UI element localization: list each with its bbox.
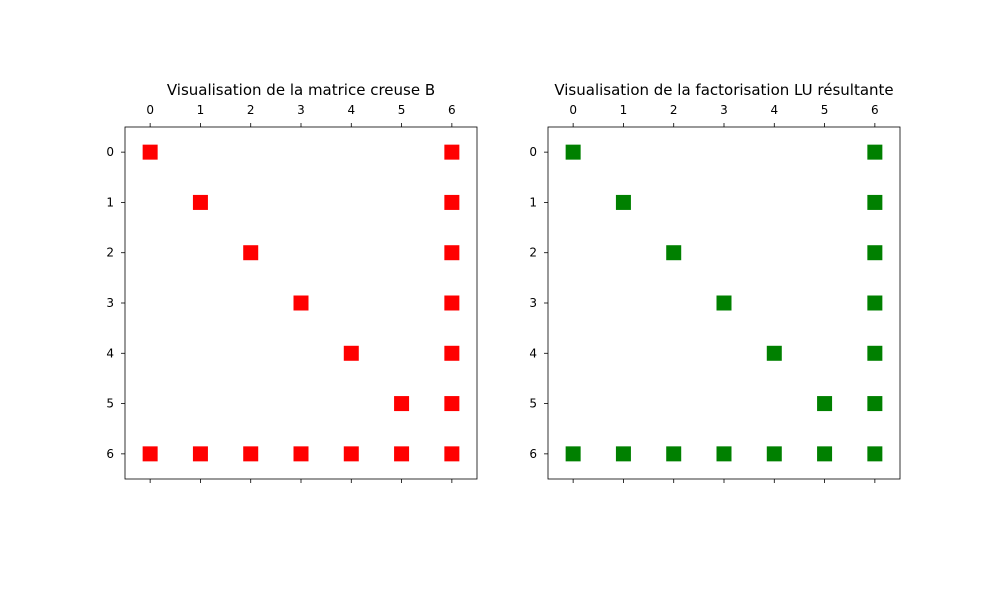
y-tick-label: 5 [529,397,537,411]
x-tick-label: 1 [197,103,205,117]
data-point [444,194,460,210]
data-point [716,446,732,462]
y-tick-label: 0 [106,145,114,159]
y-tick-label: 5 [106,397,114,411]
data-point [343,446,359,462]
data-point [192,446,208,462]
x-tick-label: 4 [347,103,355,117]
axes-frame [124,126,478,480]
data-point [666,245,682,261]
data-point [867,345,883,361]
data-point [867,295,883,311]
axes-frame [547,126,901,480]
data-point [565,446,581,462]
data-point [394,396,410,412]
data-point [615,446,631,462]
data-point [444,345,460,361]
subplot-2: Visualisation de la factorisation LU rés… [529,81,901,483]
data-point [716,295,732,311]
x-tick-label: 0 [569,103,577,117]
x-tick-label: 4 [770,103,778,117]
y-tick-label: 3 [106,296,114,310]
x-tick-label: 5 [821,103,829,117]
y-tick-label: 2 [106,246,114,260]
y-tick-label: 6 [106,447,114,461]
data-point [243,446,259,462]
data-point [817,446,833,462]
x-tick-label: 2 [247,103,255,117]
data-point [343,345,359,361]
plot-title: Visualisation de la factorisation LU rés… [554,81,893,99]
y-tick-label: 3 [529,296,537,310]
data-point [766,345,782,361]
data-point [817,396,833,412]
x-tick-label: 3 [720,103,728,117]
data-point [192,194,208,210]
y-tick-label: 1 [106,195,114,209]
data-point [565,144,581,160]
data-point [293,446,309,462]
y-tick-label: 2 [529,246,537,260]
data-point [444,245,460,261]
data-point [444,295,460,311]
data-point [666,446,682,462]
data-point [142,446,158,462]
x-tick-label: 6 [871,103,879,117]
y-tick-label: 6 [529,447,537,461]
y-tick-label: 0 [529,145,537,159]
x-tick-label: 5 [398,103,406,117]
data-point [867,144,883,160]
subplot-1: Visualisation de la matrice creuse B 0 1 2 3… [106,81,478,483]
data-point [766,446,782,462]
data-point [293,295,309,311]
data-point [444,446,460,462]
y-tick-label: 4 [529,346,537,360]
data-point [444,144,460,160]
y-tick-label: 4 [106,346,114,360]
data-point [243,245,259,261]
data-point [615,194,631,210]
data-point [867,446,883,462]
data-point [394,446,410,462]
data-point [867,245,883,261]
x-tick-label: 6 [448,103,456,117]
x-tick-label: 2 [670,103,678,117]
plot-title: Visualisation de la matrice creuse B [167,81,435,99]
data-point [142,144,158,160]
data-point [444,396,460,412]
x-tick-label: 3 [297,103,305,117]
data-point [867,396,883,412]
x-tick-label: 1 [620,103,628,117]
data-point [867,194,883,210]
x-tick-label: 0 [146,103,154,117]
y-tick-label: 1 [529,195,537,209]
